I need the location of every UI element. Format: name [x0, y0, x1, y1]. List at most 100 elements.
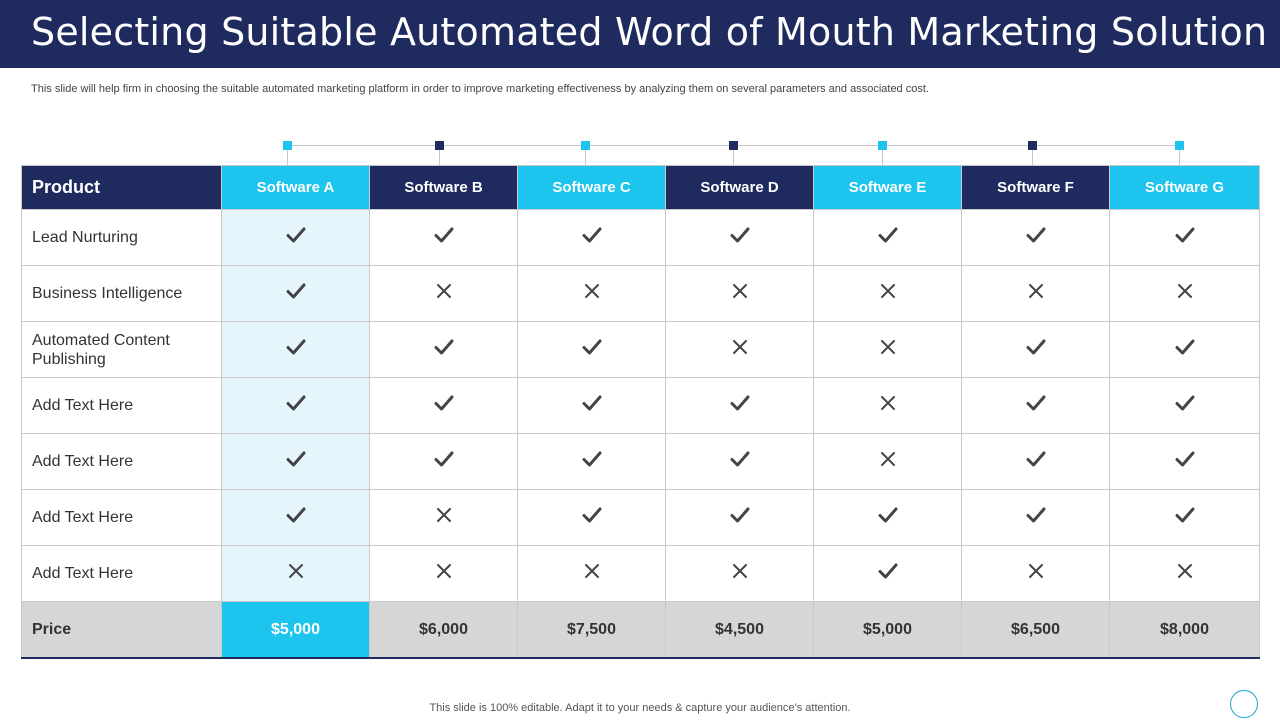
column-marker-7 — [1175, 141, 1184, 166]
column-marker-1 — [283, 141, 292, 166]
column-marker-2 — [435, 141, 444, 166]
price-cell: $8,000 — [1109, 601, 1260, 659]
feature-label: Automated Content Publishing — [21, 321, 222, 378]
feature-cell — [665, 377, 814, 434]
column-header: Software E — [813, 165, 962, 210]
feature-cell — [813, 489, 962, 546]
check-icon — [433, 339, 455, 362]
check-icon — [729, 507, 751, 530]
price-cell: $6,000 — [369, 601, 518, 659]
cross-icon — [729, 564, 751, 586]
feature-cell — [221, 321, 370, 378]
feature-cell — [665, 545, 814, 602]
feature-cell — [369, 265, 518, 322]
check-icon — [877, 507, 899, 530]
feature-cell — [517, 377, 666, 434]
feature-cell — [813, 265, 962, 322]
check-icon — [285, 339, 307, 362]
table-row: Add Text Here — [21, 433, 1260, 490]
check-icon — [285, 451, 307, 474]
header-product: Product — [21, 165, 222, 210]
column-header: Software A — [221, 165, 370, 210]
feature-cell — [813, 433, 962, 490]
check-icon — [1025, 339, 1047, 362]
column-header: Software G — [1109, 165, 1260, 210]
column-header: Software F — [961, 165, 1110, 210]
price-cell: $5,000 — [813, 601, 962, 659]
price-row: Price $5,000 $6,000 $7,500 $4,500 $5,000 $6,50… — [21, 601, 1260, 659]
circle-icon — [1230, 690, 1258, 718]
check-icon — [1025, 451, 1047, 474]
cross-icon — [1025, 284, 1047, 306]
feature-cell — [961, 209, 1110, 266]
cross-icon — [729, 340, 751, 362]
column-header: Software B — [369, 165, 518, 210]
table-header-row: Product Software A Software B Software C So… — [21, 165, 1260, 210]
feature-cell — [813, 377, 962, 434]
check-icon — [1174, 451, 1196, 474]
feature-cell — [517, 545, 666, 602]
check-icon — [581, 507, 603, 530]
check-icon — [433, 395, 455, 418]
slide-footer: This slide is 100% editable. Adapt it to… — [429, 702, 851, 714]
feature-cell — [221, 209, 370, 266]
feature-cell — [369, 489, 518, 546]
check-icon — [729, 227, 751, 250]
table-row: Business Intelligence — [21, 265, 1260, 322]
feature-cell — [665, 209, 814, 266]
feature-cell — [813, 209, 962, 266]
slide-title: Selecting Suitable Automated Word of Mou… — [31, 10, 1268, 54]
cross-icon — [877, 340, 899, 362]
feature-label: Add Text Here — [21, 489, 222, 546]
table-row: Automated Content Publishing — [21, 321, 1260, 378]
check-icon — [581, 227, 603, 250]
feature-cell — [665, 321, 814, 378]
check-icon — [285, 227, 307, 250]
feature-cell — [961, 433, 1110, 490]
feature-cell — [1109, 545, 1260, 602]
table-row: Add Text Here — [21, 377, 1260, 434]
feature-cell — [961, 545, 1110, 602]
price-cell: $6,500 — [961, 601, 1110, 659]
cross-icon — [285, 564, 307, 586]
feature-cell — [1109, 377, 1260, 434]
check-icon — [433, 227, 455, 250]
feature-cell — [961, 377, 1110, 434]
column-marker-3 — [581, 141, 590, 166]
table-row: Add Text Here — [21, 489, 1260, 546]
feature-cell — [369, 433, 518, 490]
feature-cell — [961, 321, 1110, 378]
feature-cell — [665, 433, 814, 490]
feature-label: Add Text Here — [21, 545, 222, 602]
cross-icon — [433, 508, 455, 530]
check-icon — [285, 283, 307, 306]
feature-label: Add Text Here — [21, 433, 222, 490]
check-icon — [1174, 507, 1196, 530]
feature-cell — [813, 321, 962, 378]
feature-cell — [369, 377, 518, 434]
feature-cell — [1109, 433, 1260, 490]
cross-icon — [877, 284, 899, 306]
check-icon — [1025, 227, 1047, 250]
check-icon — [1025, 507, 1047, 530]
feature-label: Add Text Here — [21, 377, 222, 434]
feature-cell — [665, 265, 814, 322]
check-icon — [433, 451, 455, 474]
check-icon — [1174, 339, 1196, 362]
check-icon — [1174, 395, 1196, 418]
feature-cell — [665, 489, 814, 546]
cross-icon — [581, 564, 603, 586]
feature-cell — [221, 545, 370, 602]
cross-icon — [433, 564, 455, 586]
check-icon — [1025, 395, 1047, 418]
price-cell: $4,500 — [665, 601, 814, 659]
feature-cell — [221, 433, 370, 490]
check-icon — [729, 395, 751, 418]
cross-icon — [729, 284, 751, 306]
feature-cell — [961, 489, 1110, 546]
check-icon — [581, 339, 603, 362]
slide-subtitle: This slide will help firm in choosing th… — [31, 83, 929, 95]
feature-cell — [369, 209, 518, 266]
price-label: Price — [21, 601, 222, 659]
check-icon — [729, 451, 751, 474]
